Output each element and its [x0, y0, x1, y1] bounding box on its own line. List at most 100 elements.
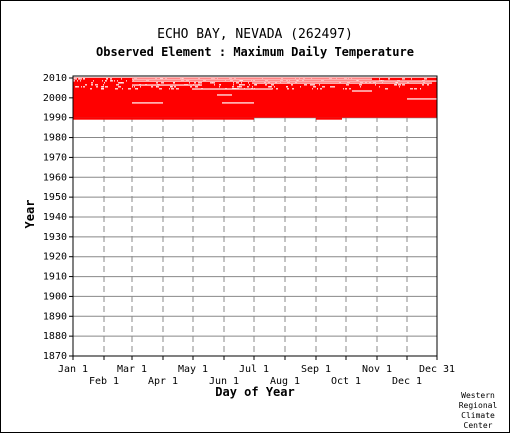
speckle-gap — [318, 76, 319, 78]
speckle-gap — [312, 84, 313, 86]
speckle-gap — [375, 84, 376, 86]
speckle-gap — [146, 80, 149, 82]
speckle-gap — [252, 86, 253, 88]
speckle-gap — [256, 76, 259, 78]
speckle-gap — [198, 78, 200, 80]
chart-title: ECHO BAY, NEVADA (262497) — [157, 27, 353, 42]
speckle-gap — [347, 82, 350, 84]
speckle-gap — [264, 82, 266, 84]
speckle-gap — [237, 88, 239, 90]
speckle-gap — [135, 88, 138, 90]
speckle-gap — [98, 76, 99, 78]
x-tick-label-bottom: Apr 1 — [148, 376, 178, 387]
speckle-gap — [251, 88, 253, 90]
x-tick-label-top: Sep 1 — [301, 364, 331, 375]
speckle-gap — [382, 82, 383, 84]
speckle-gap — [196, 76, 197, 78]
speckle-gap — [114, 80, 115, 82]
speckle-gap — [91, 84, 93, 86]
speckle-gap — [312, 88, 313, 90]
speckle-gap — [220, 84, 221, 86]
speckle-gap — [356, 80, 359, 82]
speckle-gap — [233, 84, 234, 86]
speckle-gap — [346, 84, 349, 86]
speckle-gap — [276, 88, 278, 90]
speckle-gap — [244, 88, 245, 90]
plot-border — [72, 75, 438, 357]
speckle-gap — [424, 78, 427, 80]
speckle-gap — [101, 88, 104, 90]
x-tick-label-top: May 1 — [178, 364, 208, 375]
speckle-gap — [105, 80, 107, 82]
speckle-gap — [111, 80, 113, 82]
speckle-gap — [295, 82, 297, 84]
speckle-gap — [133, 80, 134, 82]
speckle-gap — [420, 88, 421, 90]
data-gap-6 — [132, 80, 437, 82]
speckle-gap — [78, 78, 79, 80]
speckle-gap — [163, 82, 164, 84]
credit-line-4: Center — [464, 421, 493, 430]
y-tick-label-1900: 1900 — [43, 291, 67, 302]
speckle-gap — [156, 86, 157, 88]
speckle-gap — [296, 80, 298, 82]
speckle-gap — [101, 86, 104, 88]
speckle-gap — [329, 78, 332, 80]
y-tick-label-1920: 1920 — [43, 252, 67, 263]
speckle-gap — [277, 76, 278, 78]
speckle-gap — [321, 80, 324, 82]
speckle-gap — [300, 86, 301, 88]
speckle-gap — [422, 80, 425, 82]
x-tick-label-bottom: Aug 1 — [270, 376, 300, 387]
x-tick-label-top: Jan 1 — [58, 364, 88, 375]
speckle-gap — [90, 88, 92, 90]
data-gap-8 — [73, 76, 437, 78]
speckle-gap — [381, 80, 384, 82]
speckle-gap — [79, 78, 80, 80]
speckle-gap — [343, 88, 344, 90]
speckle-gap — [156, 76, 157, 78]
speckle-gap — [359, 84, 362, 86]
speckle-gap — [169, 88, 170, 90]
speckle-gap — [272, 88, 273, 90]
speckle-gap — [378, 76, 381, 78]
speckle-gap — [373, 82, 376, 84]
speckle-gap — [388, 78, 390, 80]
data-gap-5 — [252, 82, 432, 84]
speckle-gap — [402, 84, 405, 86]
speckle-gap — [254, 88, 255, 90]
speckle-gap — [160, 78, 163, 80]
speckle-gap — [102, 80, 103, 82]
y-tick-label-2010: 2010 — [43, 73, 67, 84]
speckle-gap — [193, 84, 194, 86]
speckle-gap — [118, 86, 121, 88]
speckle-gap — [155, 78, 157, 80]
speckle-gap — [385, 88, 388, 90]
speckle-gap — [313, 86, 316, 88]
x-tick-label-top: Dec 31 — [419, 364, 455, 375]
speckle-gap — [292, 88, 294, 90]
speckle-gap — [120, 76, 121, 78]
speckle-gap — [336, 78, 337, 80]
speckle-gap — [345, 88, 347, 90]
speckle-gap — [242, 84, 245, 86]
speckle-gap — [349, 88, 351, 90]
data-gap-9 — [407, 98, 437, 100]
speckle-gap — [241, 82, 242, 84]
speckle-gap — [134, 78, 137, 80]
speckle-gap — [233, 82, 234, 84]
speckle-gap — [187, 84, 188, 86]
credit-line-3: Climate — [461, 411, 495, 420]
speckle-gap — [95, 84, 98, 86]
speckle-gap — [281, 78, 283, 80]
speckle-gap — [402, 78, 405, 80]
speckle-gap — [181, 80, 184, 82]
speckle-gap — [248, 82, 249, 84]
speckle-gap — [81, 86, 82, 88]
speckle-gap — [156, 82, 158, 84]
speckle-gap — [394, 84, 397, 86]
speckle-gap — [186, 80, 189, 82]
speckle-gap — [360, 86, 361, 88]
partial-year-1 — [316, 117, 342, 120]
